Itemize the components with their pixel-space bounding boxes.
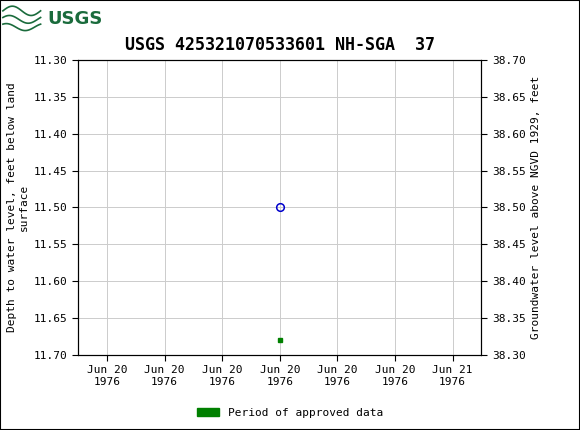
Y-axis label: Groundwater level above NGVD 1929, feet: Groundwater level above NGVD 1929, feet bbox=[531, 76, 541, 339]
Title: USGS 425321070533601 NH-SGA  37: USGS 425321070533601 NH-SGA 37 bbox=[125, 37, 435, 55]
Y-axis label: Depth to water level, feet below land
surface: Depth to water level, feet below land su… bbox=[7, 83, 28, 332]
FancyBboxPatch shape bbox=[1, 2, 91, 37]
Legend: Period of approved data: Period of approved data bbox=[193, 403, 387, 422]
Text: USGS: USGS bbox=[48, 10, 103, 28]
